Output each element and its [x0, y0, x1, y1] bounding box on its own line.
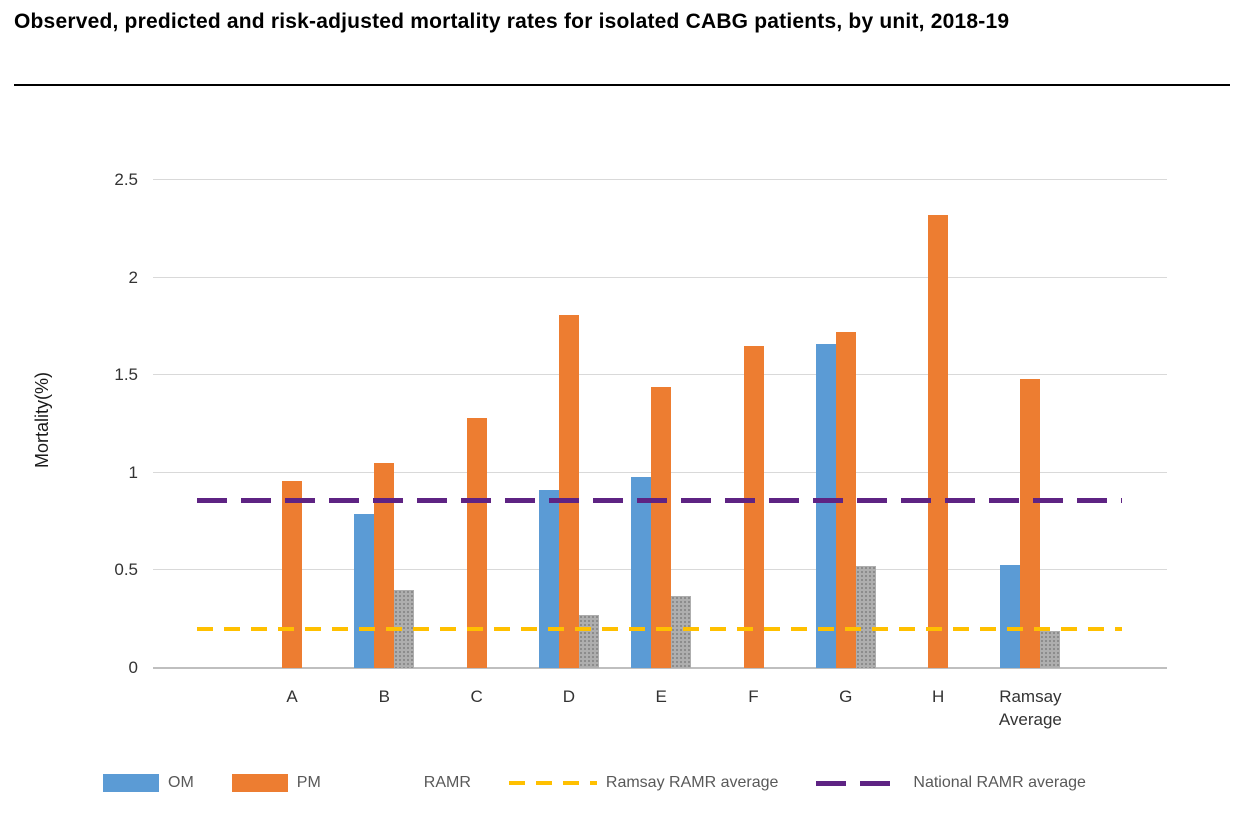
y-tick-label: 0.5 [114, 560, 138, 580]
legend-label: PM [296, 774, 321, 791]
legend-label: Ramsay RAMR average [605, 774, 779, 791]
bar-PM-B [374, 463, 395, 668]
legend-item-ramr: RAMR [359, 774, 471, 792]
y-tick-label: 1.5 [114, 365, 138, 385]
bar-PM-H [928, 215, 949, 668]
legend-dash-swatch-ramsay [508, 781, 597, 785]
x-axis-label-H: H [931, 687, 945, 706]
bar-RAMR-G [855, 566, 876, 668]
refline-ramsay-ramr-average [197, 626, 1122, 631]
legend-swatch-ramr [359, 774, 415, 792]
bar-PM-C [466, 418, 487, 668]
legend-label: RAMR [423, 774, 471, 791]
gridline [153, 179, 1167, 180]
x-axis-label-E: E [655, 687, 667, 706]
bar-RAMR-E [671, 595, 692, 668]
x-axis-label-B: B [378, 687, 390, 706]
x-axis-line [153, 667, 1167, 669]
y-tick-label: 0 [128, 658, 138, 677]
gridline [153, 374, 1167, 376]
bar-OM-G [815, 343, 836, 668]
bar-OM-B [354, 513, 375, 668]
x-axis-label-G: G [839, 687, 853, 706]
bar-PM-F [743, 345, 764, 668]
legend-item-om: OM [103, 774, 194, 792]
x-axis-label-C: C [470, 687, 483, 706]
y-tick-label: 2.5 [114, 170, 138, 189]
chart-title: Observed, predicted and risk-adjusted mo… [14, 10, 1010, 33]
x-axis-label-F: F [748, 687, 759, 706]
y-tick-label: 1 [128, 462, 138, 482]
bar-OM-D [538, 490, 559, 668]
legend-dash-swatch-national [816, 780, 905, 786]
y-tick-label: 2 [128, 267, 138, 287]
bar-OM-E [631, 476, 652, 668]
legend-swatch-om [103, 774, 159, 792]
x-axis-label-Ramsay-Average: Ramsay Average [998, 687, 1062, 729]
gridline [153, 276, 1167, 278]
legend-item-ramsay-ramr-average: Ramsay RAMR average [508, 774, 779, 792]
x-axis-label-D: D [562, 687, 576, 706]
bar-PM-A [282, 480, 302, 668]
legend-label: OM [168, 774, 194, 791]
bar-PM-D [558, 314, 579, 668]
bar-RAMR-Ramsay-Average [1040, 630, 1061, 668]
bar-RAMR-D [578, 615, 599, 668]
title-divider [14, 84, 1230, 86]
x-axis-label-A: A [286, 687, 298, 706]
legend-label: National RAMR average [913, 774, 1086, 791]
legend-swatch-pm [231, 774, 288, 792]
bar-PM-Ramsay-Average [1020, 379, 1041, 668]
bar-OM-Ramsay-Average [1000, 564, 1021, 668]
refline-national-ramr-average [197, 497, 1122, 503]
chart-legend: OM PM RAMR Ramsay RAMR average National RAMR… [103, 767, 1086, 799]
legend-item-national-ramr-average: National RAMR average [816, 774, 1086, 792]
legend-item-pm: PM [231, 774, 321, 792]
bar-PM-E [651, 386, 672, 668]
